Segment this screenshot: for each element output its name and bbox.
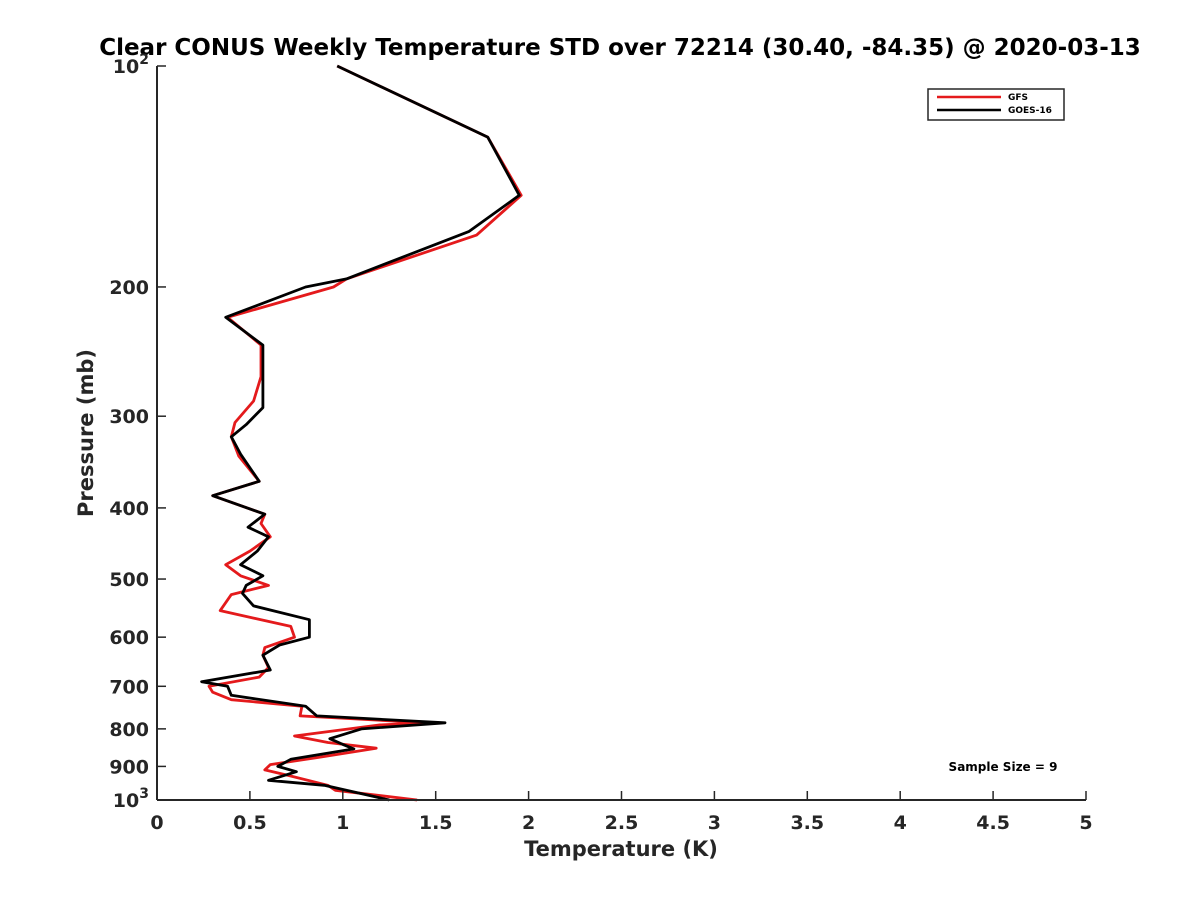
y-tick-label: 900 — [109, 756, 149, 778]
legend: GFS GOES-16 — [927, 88, 1065, 121]
y-tick-label: 400 — [109, 498, 149, 520]
sample-size-annotation: Sample Size = 9 — [949, 760, 1058, 774]
x-tick-label: 2 — [522, 812, 535, 834]
x-axis-label: Temperature (K) — [524, 837, 718, 861]
y-tick-label-base: 10 — [113, 790, 139, 812]
x-axis-ticks: 0 0.5 1 1.5 2 2.5 3 3.5 4 4.5 5 — [150, 791, 1093, 834]
series-line-goes16 — [200, 64, 521, 802]
y-tick-label: 800 — [109, 719, 149, 741]
chart-title: Clear CONUS Weekly Temperature STD over … — [99, 35, 1141, 61]
y-tick-label-exponent: 2 — [139, 52, 149, 68]
y-tick-label-base: 400 — [109, 498, 149, 520]
y-tick-label: 600 — [109, 627, 149, 649]
legend-label-gfs: GFS — [1008, 93, 1028, 103]
y-tick-label-exponent: 3 — [139, 786, 149, 802]
x-tick-label: 3.5 — [790, 812, 824, 834]
x-tick-label: 1 — [336, 812, 349, 834]
y-tick-label: 500 — [109, 569, 149, 591]
x-tick-label: 4.5 — [976, 812, 1010, 834]
y-tick-label: 103 — [113, 786, 149, 812]
legend-label-goes16: GOES-16 — [1008, 106, 1052, 116]
series-layer — [200, 64, 523, 802]
x-tick-label: 0 — [150, 812, 163, 834]
legend-box — [927, 88, 1065, 121]
y-tick-label: 300 — [109, 406, 149, 428]
y-tick-label-base: 800 — [109, 719, 149, 741]
y-tick-label-base: 500 — [109, 569, 149, 591]
x-tick-label: 0.5 — [233, 812, 267, 834]
x-tick-label: 1.5 — [419, 812, 453, 834]
y-tick-label-base: 900 — [109, 756, 149, 778]
y-tick-label-base: 10 — [113, 56, 139, 78]
y-tick-label-base: 700 — [109, 676, 149, 698]
y-tick-label: 102 — [113, 52, 149, 78]
y-tick-label-base: 200 — [109, 277, 149, 299]
y-axis-label: Pressure (mb) — [74, 349, 98, 517]
y-tick-label: 200 — [109, 277, 149, 299]
x-tick-label: 4 — [894, 812, 907, 834]
x-tick-label: 2.5 — [605, 812, 639, 834]
y-tick-label: 700 — [109, 676, 149, 698]
y-tick-label-base: 600 — [109, 627, 149, 649]
x-tick-label: 5 — [1079, 812, 1092, 834]
x-tick-label: 3 — [708, 812, 721, 834]
y-tick-label-base: 300 — [109, 406, 149, 428]
